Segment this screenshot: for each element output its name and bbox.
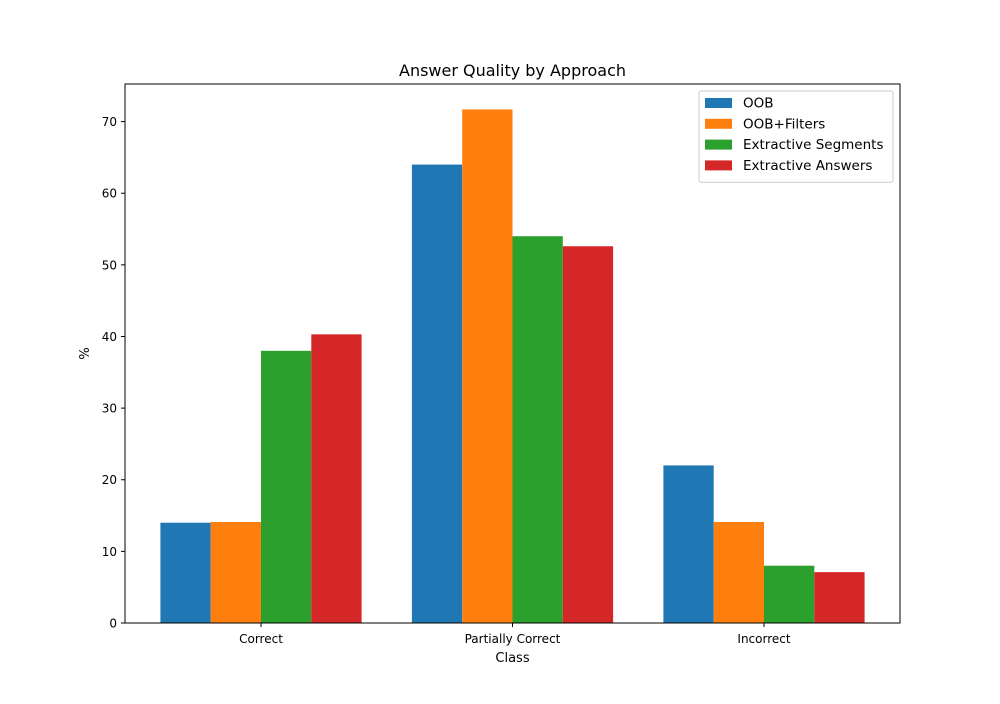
bar-extractive-answers-correct xyxy=(311,334,362,623)
x-tick-label: Partially Correct xyxy=(465,632,561,646)
y-axis-title: % xyxy=(78,347,93,359)
bar-extractive-segments-partially-correct xyxy=(512,236,563,623)
legend-swatch-extractive-segments xyxy=(705,139,732,150)
y-tick-label: 70 xyxy=(102,115,117,129)
x-axis: Correct Partially Correct Incorrect xyxy=(239,623,791,646)
bar-extractive-answers-partially-correct xyxy=(562,246,614,624)
legend-swatch-oob-filters xyxy=(705,118,732,129)
y-tick-label: 50 xyxy=(102,258,117,272)
bars-layer xyxy=(160,109,865,624)
legend-label-extractive-segments: Extractive Segments xyxy=(743,137,883,153)
y-axis: 0 10 20 30 40 50 60 70 xyxy=(102,115,125,631)
bar-oob-incorrect xyxy=(663,465,714,623)
bar-oob-filters-incorrect xyxy=(713,522,764,623)
bar-extractive-segments-correct xyxy=(261,350,312,623)
legend-box xyxy=(698,90,894,183)
x-tick-label: Correct xyxy=(239,632,283,646)
bar-oob-correct xyxy=(160,522,211,623)
chart-title: Answer Quality by Approach xyxy=(399,61,626,80)
y-tick-label: 10 xyxy=(102,545,117,559)
legend-label-oob-filters: OOB+Filters xyxy=(743,116,825,132)
bar-extractive-answers-incorrect xyxy=(814,572,865,623)
legend-label-oob: OOB xyxy=(743,96,774,112)
legend-label-extractive-answers: Extractive Answers xyxy=(743,158,872,174)
legend-swatch-extractive-answers xyxy=(705,160,732,171)
bar-extractive-segments-incorrect xyxy=(764,565,815,623)
legend: OOB OOB+Filters Extractive Segments Extract… xyxy=(698,90,894,183)
y-tick-label: 30 xyxy=(102,402,117,416)
x-tick-label: Incorrect xyxy=(737,632,790,646)
y-tick-label: 40 xyxy=(102,330,117,344)
bar-oob-partially-correct xyxy=(411,164,463,623)
x-axis-title: Class xyxy=(495,651,529,666)
bar-oob-filters-correct xyxy=(210,522,261,623)
y-tick-label: 60 xyxy=(102,187,117,201)
y-tick-label: 20 xyxy=(102,473,117,487)
legend-swatch-oob xyxy=(705,98,732,108)
bar-oob-filters-partially-correct xyxy=(462,109,513,624)
y-tick-label: 0 xyxy=(109,617,117,631)
